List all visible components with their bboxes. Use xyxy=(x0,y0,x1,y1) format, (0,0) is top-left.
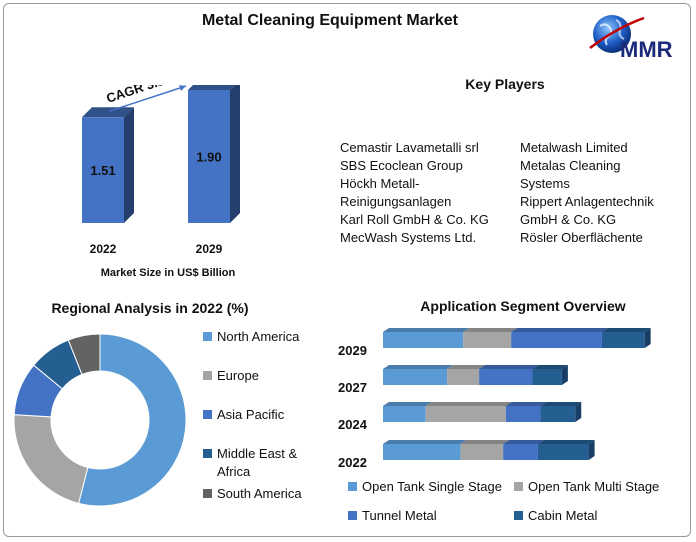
donut-slice xyxy=(78,333,187,507)
key-player: Rippert Anlagentechnik xyxy=(520,194,654,209)
legend-swatch xyxy=(514,482,523,491)
key-player: GmbH & Co. KG xyxy=(520,212,617,227)
key-players-left: Cemastir Lavametalli srl SBS Ecoclean Gr… xyxy=(340,139,489,247)
key-players-right: Metalwash Limited Metalas Cleaning Syste… xyxy=(520,139,654,247)
key-player: SBS Ecoclean Group xyxy=(340,158,463,173)
key-player: Reinigungsanlagen xyxy=(340,194,452,209)
category-tick-label: 2022 xyxy=(90,242,117,256)
market-bar xyxy=(188,85,240,223)
key-player: Höckh Metall- xyxy=(340,176,420,191)
segment-bar xyxy=(425,402,512,422)
segment-bar xyxy=(460,440,510,460)
legend-swatch xyxy=(203,410,212,419)
legend-label: Tunnel Metal xyxy=(362,508,437,523)
segment-bar xyxy=(505,402,547,422)
key-player: Metalwash Limited xyxy=(520,140,628,155)
key-player: Metalas Cleaning xyxy=(520,158,621,173)
key-player: MecWash Systems Ltd. xyxy=(340,230,477,245)
chart-frame xyxy=(3,3,691,537)
key-player: Karl Roll GmbH & Co. KG xyxy=(340,212,489,227)
segment-bar xyxy=(463,328,518,348)
legend-label: Middle East & Africa xyxy=(217,446,298,479)
logo-text: MMR xyxy=(620,37,673,62)
segment-bar xyxy=(383,440,467,460)
legend-label: Asia Pacific xyxy=(217,407,285,422)
page-title: Metal Cleaning Equipment Market xyxy=(201,12,459,29)
regional-title: Regional Analysis in 2022 (%) xyxy=(51,300,249,316)
segment-bar xyxy=(537,440,595,460)
legend-item: Middle East & Africa xyxy=(203,445,313,481)
segment-bar xyxy=(540,402,582,422)
legend-swatch xyxy=(203,449,212,458)
segment-bar-side xyxy=(644,328,651,348)
legend-label: North America xyxy=(217,329,300,344)
segment-bar xyxy=(447,365,486,385)
category-tick-label: 2029 xyxy=(338,343,367,358)
key-player: Systems xyxy=(520,176,570,191)
market-size-chart: 1.51 2022 1.90 2029 CAGR 3.32% Market Size in… xyxy=(82,85,240,279)
segment-bar xyxy=(383,328,470,348)
legend-label: Open Tank Multi Stage xyxy=(528,479,660,494)
x-axis-label: Market Size in US$ Billion xyxy=(101,267,236,279)
category-tick-label: 2027 xyxy=(338,380,367,395)
segment-bar xyxy=(532,365,568,385)
key-player: Rösler Oberflächente xyxy=(520,230,643,245)
segment-bar xyxy=(511,328,608,348)
cagr-arrow xyxy=(108,85,187,113)
bar-data-label: 1.51 xyxy=(90,163,115,178)
segment-bar xyxy=(383,365,454,385)
legend-label: South America xyxy=(217,486,302,501)
category-tick-label: 2029 xyxy=(196,242,223,256)
legend-swatch xyxy=(348,511,357,520)
key-players-title: Key Players xyxy=(465,76,545,92)
market-bar xyxy=(82,107,134,223)
segment-bar xyxy=(601,328,651,348)
segment-bar xyxy=(503,440,544,460)
segment-bar-side xyxy=(588,440,595,460)
legend-label: Europe xyxy=(217,368,259,383)
legend-swatch xyxy=(514,511,523,520)
legend-swatch xyxy=(203,489,212,498)
logo: MMR xyxy=(589,15,673,62)
segment-bar-side xyxy=(561,365,568,385)
legend-swatch xyxy=(203,332,212,341)
category-tick-label: 2022 xyxy=(338,455,367,470)
segment-bar xyxy=(383,402,432,422)
legend-swatch xyxy=(348,482,357,491)
cagr-arrowhead xyxy=(179,85,186,91)
regional-donut-chart xyxy=(13,333,187,507)
segment-bar-side xyxy=(575,402,582,422)
application-segment-chart: 2029 2027 2024 2022 xyxy=(338,328,651,470)
application-title: Application Segment Overview xyxy=(420,298,626,314)
globe-icon xyxy=(589,15,645,53)
category-tick-label: 2024 xyxy=(338,417,368,432)
legend-swatch xyxy=(203,371,212,380)
key-player: Cemastir Lavametalli srl xyxy=(340,140,479,155)
bar-data-label: 1.90 xyxy=(196,150,221,165)
cagr-annotation: CAGR 3.32% xyxy=(104,85,184,106)
legend-label: Cabin Metal xyxy=(528,508,598,523)
legend-label: Open Tank Single Stage xyxy=(362,479,502,494)
donut-slice xyxy=(67,333,101,376)
segment-bar xyxy=(479,365,539,385)
donut-slice xyxy=(13,414,89,504)
